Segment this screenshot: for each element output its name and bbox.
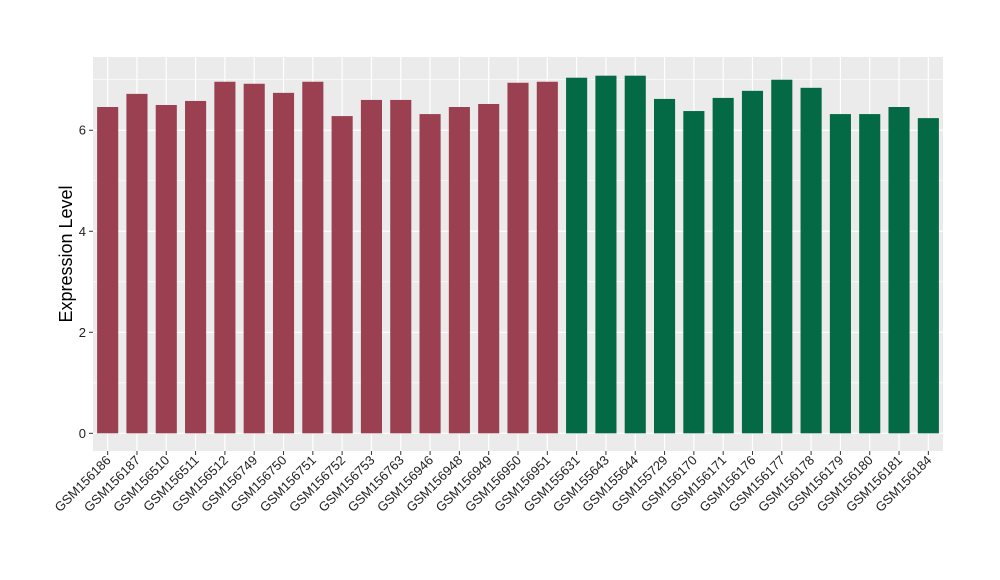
bar-gsm156752 [331,116,353,434]
bar-gsm156950 [507,82,529,434]
bar-gsm156170 [683,111,705,434]
y-axis: 0 2 4 6 [79,123,93,441]
bar-gsm156948 [448,107,470,434]
y-tick-label: 4 [79,224,86,239]
y-tick-label: 6 [79,123,86,138]
bar-gsm156186 [97,107,119,434]
bar-gsm156510 [155,104,177,434]
bar-gsm156949 [478,103,500,434]
bar-gsm156180 [859,114,881,434]
bar-gsm156751 [302,81,324,434]
bar-gsm155631 [566,77,588,434]
bar-gsm156749 [243,83,265,434]
bar-gsm156176 [741,90,764,434]
y-tick-label: 0 [79,426,86,441]
bar-gsm156511 [185,100,207,434]
bar-gsm156179 [829,114,851,434]
bar-gsm156750 [272,92,295,434]
bar-gsm156763 [390,99,412,434]
bar-gsm156181 [888,107,910,434]
bar-gsm156946 [419,114,441,434]
bar-gsm156184 [917,118,939,434]
bar-gsm155644 [624,75,646,434]
x-axis: GSM156186GSM156187GSM156510GSM156511GSM1… [52,451,934,515]
bar-gsm156753 [360,99,382,434]
bar-gsm156178 [800,87,822,434]
bar-gsm156171 [712,97,734,434]
bar-gsm156512 [214,81,236,434]
bar-gsm155643 [595,75,617,434]
bar-gsm155729 [654,98,676,434]
y-axis-title: Expression Level [56,185,76,322]
bars [97,75,939,434]
y-tick-label: 2 [79,325,86,340]
bar-gsm156951 [536,81,558,434]
bar-gsm156177 [771,79,793,434]
bar-gsm156187 [126,93,148,434]
